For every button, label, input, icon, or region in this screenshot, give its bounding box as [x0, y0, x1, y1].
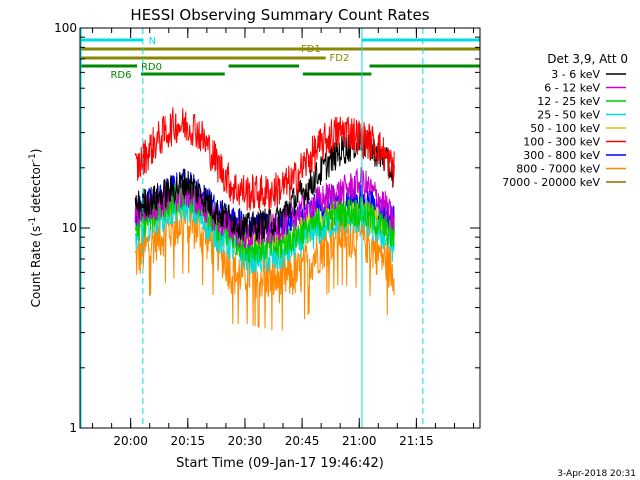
- legend-header: Det 3,9, Att 0: [547, 52, 628, 66]
- series-line-100-300-kev: [134, 107, 395, 211]
- y-axis-label-exponent-2: -1: [28, 153, 38, 162]
- x-tick-label: 21:00: [342, 434, 377, 448]
- legend-label-800-7000-kev: 800 - 7000 keV: [516, 163, 600, 176]
- plot-area: [134, 107, 395, 331]
- x-tick-label: 20:45: [285, 434, 320, 448]
- y-axis-label-close: ): [29, 149, 43, 154]
- series-line-800-7000-kev: [134, 198, 395, 331]
- y-axis-label-unit: detector: [29, 162, 43, 217]
- footer-date: 3-Apr-2018 20:31: [557, 469, 636, 479]
- legend-label-300-800-kev: 300 - 800 keV: [523, 149, 600, 162]
- svg-text:Count Rate (s-1 detector-1): Count Rate (s-1 detector-1): [28, 149, 43, 308]
- legend-label-25-50-kev: 25 - 50 keV: [537, 109, 600, 122]
- bar-label-rd0: RD0: [141, 62, 162, 73]
- legend-label-3-6-kev: 3 - 6 keV: [551, 68, 600, 81]
- x-tick-label: 20:00: [113, 434, 148, 448]
- legend-label-12-25-kev: 12 - 25 keV: [537, 95, 600, 108]
- y-tick-label: 10: [62, 221, 77, 235]
- x-tick-label: 20:15: [171, 434, 206, 448]
- y-tick-label: 1: [69, 421, 77, 435]
- legend-label-7000-20000-kev: 7000 - 20000 keV: [502, 176, 600, 189]
- legend-label-6-12-kev: 6 - 12 keV: [544, 82, 600, 95]
- chart-title: HESSI Observing Summary Count Rates: [130, 6, 429, 24]
- bar-label-fd2: FD2: [330, 53, 350, 64]
- legend-label-100-300-kev: 100 - 300 keV: [523, 136, 600, 149]
- bar-label-rd6: RD6: [110, 70, 131, 81]
- x-tick-label: 21:15: [399, 434, 434, 448]
- axes: 1 10 100 20:00 20:15 20:30 20:45 21:00 21:15: [54, 21, 481, 448]
- bar-label-fd1: FD1: [301, 44, 321, 55]
- y-tick-label: 100: [54, 21, 77, 35]
- y-axis-label-main: Count Rate (s: [29, 226, 43, 308]
- y-axis-label: Count Rate (s-1 detector-1): [28, 149, 43, 308]
- x-tick-label: 20:30: [228, 434, 263, 448]
- y-axis-label-exponent: -1: [28, 217, 38, 226]
- bar-label-n: N: [149, 36, 156, 47]
- x-axis-label: Start Time (09-Jan-17 19:46:42): [176, 456, 384, 471]
- observing-bars: N FD1 FD2 RD0 RD6: [80, 36, 480, 81]
- legend-label-50-100-kev: 50 - 100 keV: [530, 122, 600, 135]
